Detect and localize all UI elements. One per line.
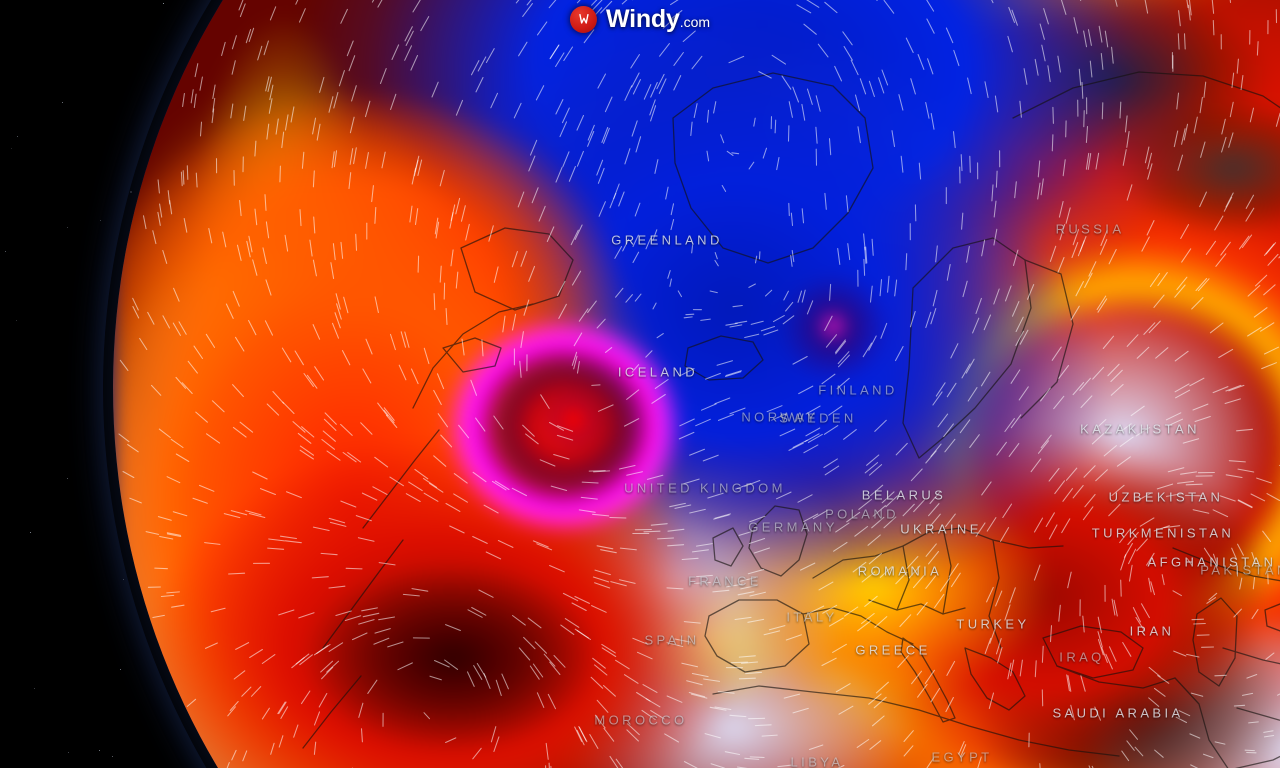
star: [17, 136, 18, 137]
star: [11, 148, 12, 149]
windy-logo-text: Windy.com: [606, 7, 710, 32]
star: [67, 227, 68, 228]
star: [30, 532, 31, 533]
star: [62, 102, 63, 103]
star: [67, 478, 68, 479]
brand-name: Windy: [605, 5, 680, 33]
star: [112, 756, 113, 757]
star: [34, 688, 35, 689]
star: [5, 251, 6, 252]
star: [16, 320, 17, 321]
windy-logo[interactable]: Windy.com: [569, 6, 710, 33]
star: [68, 752, 69, 753]
wind-particle-layer: [118, 0, 1280, 768]
star: [99, 750, 100, 751]
star: [100, 220, 101, 221]
earth-globe[interactable]: [113, 0, 1280, 768]
windy-logo-icon: [569, 6, 597, 33]
brand-suffix: .com: [679, 14, 711, 30]
